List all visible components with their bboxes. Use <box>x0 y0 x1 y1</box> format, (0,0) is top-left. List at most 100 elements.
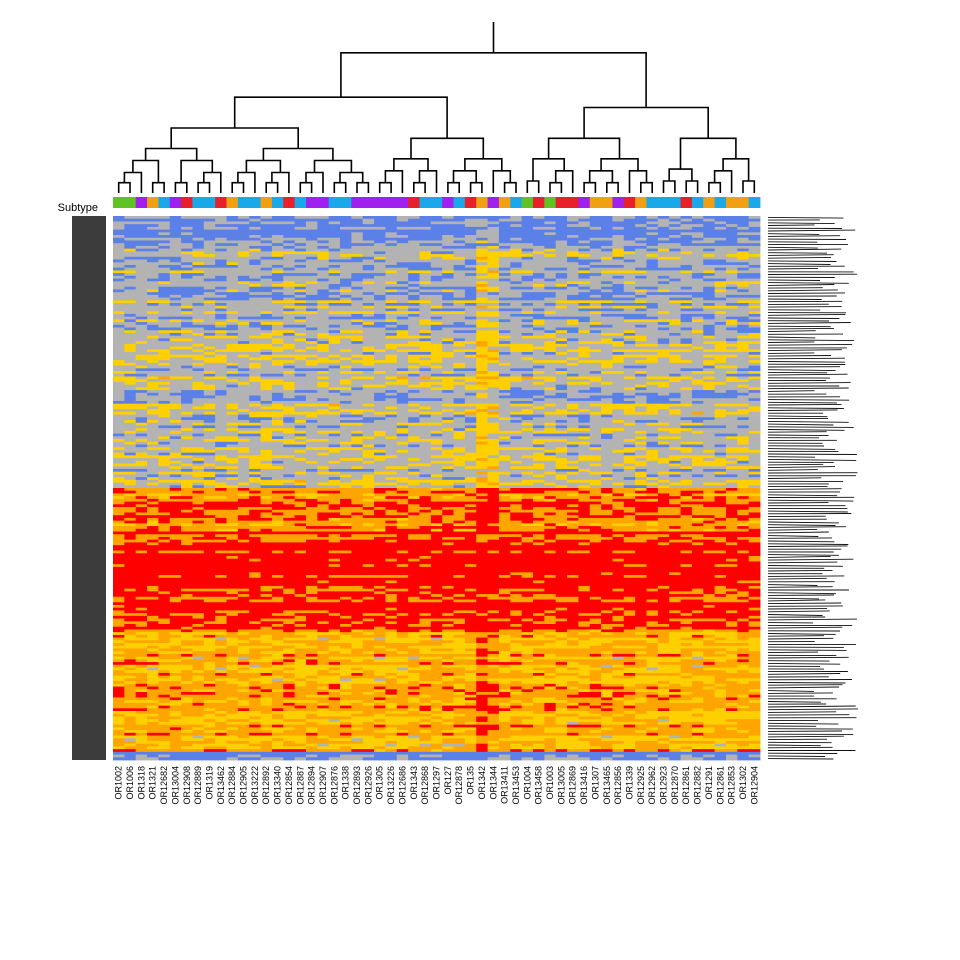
heatmap-cell <box>305 368 318 372</box>
heatmap-cell <box>453 428 466 432</box>
heatmap-cell <box>714 281 727 285</box>
heatmap-cell <box>544 256 557 260</box>
heatmap-cell <box>237 319 250 323</box>
row-annotation-label: Subtype <box>58 202 98 214</box>
heatmap-cell <box>464 444 477 448</box>
heatmap-cell <box>510 425 523 429</box>
heatmap-cell <box>271 300 284 304</box>
heatmap-cell <box>374 371 386 375</box>
heatmap-cell <box>589 379 602 383</box>
subtype-cell <box>703 197 715 208</box>
heatmap-cell <box>442 403 454 407</box>
dendrogram-branch <box>606 181 619 193</box>
heatmap-cell <box>442 221 454 225</box>
heatmap-cell <box>374 425 386 429</box>
heatmap-cell <box>646 425 659 429</box>
heatmap-cell <box>135 411 148 415</box>
heatmap-cell <box>305 229 318 233</box>
heatmap-cell <box>601 221 613 225</box>
dendrogram-branch <box>549 181 563 193</box>
heatmap-cell <box>430 270 443 274</box>
heatmap-cell <box>476 392 488 396</box>
heatmap-cell <box>623 441 636 445</box>
heatmap-cell <box>147 335 159 339</box>
heatmap-cell <box>623 379 636 383</box>
heatmap-cell <box>476 275 488 279</box>
heatmap-cell <box>294 275 307 279</box>
heatmap-cell <box>623 409 636 413</box>
heatmap-cell <box>158 281 171 285</box>
heatmap-cell <box>532 275 545 279</box>
heatmap-cell <box>226 414 239 418</box>
heatmap-cell <box>748 303 761 307</box>
heatmap-cell <box>124 365 137 369</box>
heatmap-cell <box>714 373 727 377</box>
heatmap-cell <box>192 237 205 241</box>
heatmap-cell <box>237 248 250 252</box>
heatmap-cell <box>192 368 205 372</box>
heatmap-cell <box>271 281 284 285</box>
heatmap-cell <box>135 284 148 288</box>
heatmap-cell <box>657 390 670 394</box>
heatmap-cell <box>748 224 761 228</box>
heatmap-cell <box>147 409 159 413</box>
heatmap-cell <box>635 373 647 377</box>
heatmap-cell <box>340 376 352 380</box>
heatmap-cell <box>453 275 466 279</box>
heatmap-cell <box>317 305 330 309</box>
heatmap-cell <box>589 216 602 220</box>
heatmap-cell <box>294 229 307 233</box>
heatmap-cell <box>691 254 704 258</box>
heatmap-cell <box>135 229 148 233</box>
heatmap-cell <box>737 289 750 293</box>
heatmap-cell <box>408 297 420 301</box>
heatmap-cell <box>521 313 534 318</box>
heatmap-cell <box>351 411 364 415</box>
heatmap-cell <box>555 319 568 323</box>
heatmap-cell <box>317 319 330 323</box>
heatmap-cell <box>113 354 125 358</box>
heatmap-cell <box>714 433 727 437</box>
heatmap-cell <box>408 294 420 298</box>
heatmap-cell <box>725 322 738 326</box>
heatmap-cell <box>158 275 171 279</box>
heatmap-cell <box>226 243 239 247</box>
heatmap-cell <box>487 400 500 405</box>
heatmap-cell <box>680 327 693 331</box>
heatmap-cell <box>430 319 443 323</box>
heatmap-cell <box>192 267 205 271</box>
heatmap-cell <box>408 406 420 410</box>
heatmap-cell <box>396 436 409 440</box>
heatmap-cell <box>215 384 227 388</box>
heatmap-cell <box>305 414 318 418</box>
heatmap-cell <box>328 433 341 437</box>
heatmap-cell <box>237 316 250 320</box>
heatmap-cell <box>181 338 193 342</box>
heatmap-cell <box>328 251 341 255</box>
heatmap-cell <box>646 273 659 277</box>
heatmap-cell <box>226 262 239 266</box>
heatmap-cell <box>737 420 750 424</box>
heatmap-cell <box>351 262 364 266</box>
heatmap-cell <box>215 392 227 396</box>
heatmap-cell <box>657 292 670 296</box>
heatmap-cell <box>510 275 523 279</box>
heatmap-cell <box>294 286 307 290</box>
heatmap-cell <box>453 335 466 339</box>
heatmap-cell <box>589 278 602 282</box>
heatmap-cell <box>714 417 727 421</box>
heatmap-cell <box>215 327 227 331</box>
heatmap-cell <box>578 392 591 396</box>
heatmap-cell <box>680 278 693 282</box>
heatmap-cell <box>192 281 205 285</box>
heatmap-cell <box>430 235 443 239</box>
heatmap-cell <box>385 392 398 396</box>
heatmap-cell <box>328 362 341 366</box>
heatmap-cell <box>374 332 386 337</box>
heatmap-cell <box>567 319 579 323</box>
heatmap-cell <box>158 262 171 266</box>
heatmap-cell <box>635 409 647 413</box>
heatmap-cell <box>623 281 636 285</box>
heatmap-cell <box>385 373 398 377</box>
heatmap-cell <box>714 294 727 298</box>
